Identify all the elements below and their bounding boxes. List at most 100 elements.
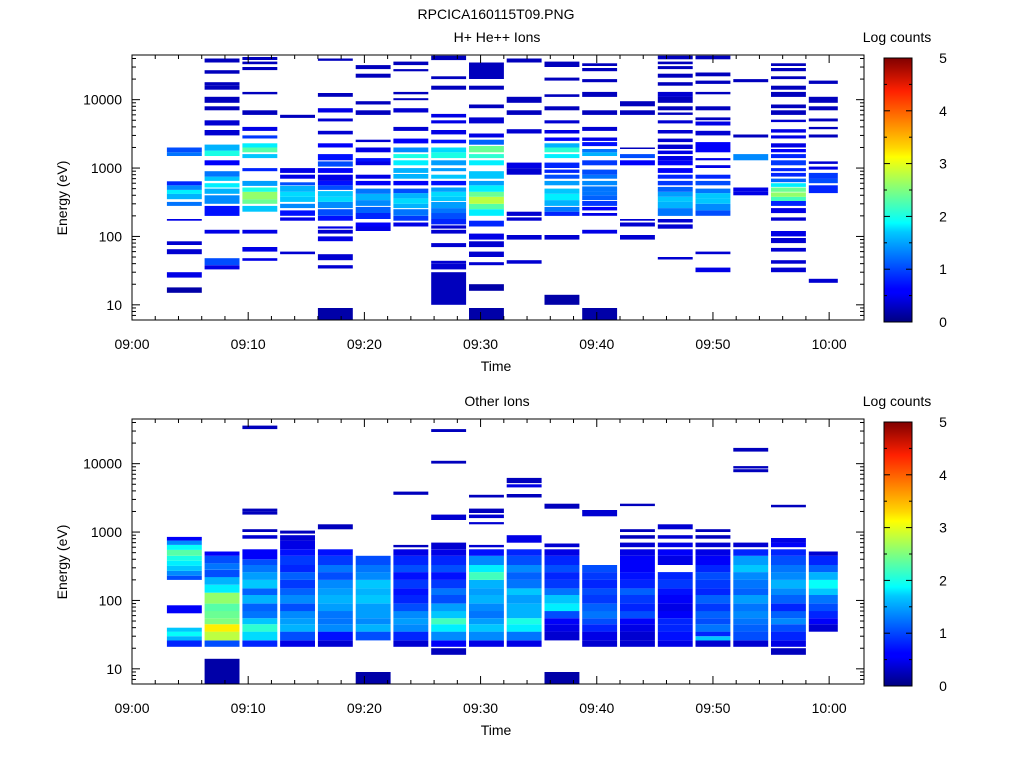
heatmap-cell — [204, 58, 240, 63]
heatmap-cell — [544, 200, 580, 206]
heatmap-cell — [506, 631, 542, 641]
heatmap-cell — [242, 205, 278, 212]
heatmap-cell — [469, 117, 504, 124]
heatmap-cell — [469, 595, 504, 604]
x-tick-label: 09:30 — [463, 336, 498, 352]
heatmap-cell — [431, 579, 467, 589]
heatmap-cell — [582, 180, 618, 186]
x-tick-label: 10:00 — [812, 336, 847, 352]
heatmap-cell — [657, 524, 693, 530]
heatmap-cell — [695, 555, 731, 565]
x-tick-label: 09:00 — [114, 336, 149, 352]
colorbar-tick-label: 4 — [939, 103, 947, 119]
heatmap-cell — [242, 199, 278, 204]
heatmap-cell — [280, 535, 315, 541]
heatmap-cell — [204, 618, 240, 625]
heatmap-cell — [695, 80, 731, 84]
heatmap-cell — [242, 91, 278, 95]
heatmap-cell — [544, 503, 580, 509]
heatmap-cell — [469, 160, 504, 166]
heatmap-cell — [204, 106, 240, 111]
heatmap-cell — [771, 104, 806, 109]
heatmap-cell — [242, 61, 278, 65]
heatmap-cell — [469, 62, 504, 68]
heatmap-cell — [393, 180, 429, 186]
heatmap-cell — [393, 215, 429, 221]
heatmap-cell — [544, 565, 580, 573]
heatmap-cell — [771, 504, 806, 508]
heatmap-cell — [657, 191, 693, 197]
heatmap-cell — [733, 187, 769, 192]
heatmap-cell — [657, 55, 693, 60]
heatmap-cell — [657, 160, 693, 166]
heatmap-cell — [582, 624, 618, 632]
heatmap-cell — [204, 611, 240, 619]
heatmap-cell — [620, 535, 655, 539]
plot-frame — [131, 54, 865, 321]
heatmap-cell — [469, 203, 504, 210]
heatmap-cell — [204, 577, 240, 585]
heatmap-cell — [771, 247, 806, 252]
heatmap-cell — [166, 636, 202, 641]
heatmap-cell — [506, 549, 542, 556]
heatmap-cell — [280, 555, 315, 565]
heatmap-cell — [620, 631, 655, 641]
heatmap-cell — [166, 540, 202, 545]
heatmap-cell — [620, 618, 655, 625]
heatmap-cell — [469, 146, 504, 153]
heatmap-cell — [204, 229, 240, 234]
heatmap-cell — [393, 603, 429, 612]
heatmap-cell — [657, 112, 693, 115]
heatmap-cell — [808, 106, 838, 111]
heatmap-cell — [657, 555, 693, 565]
heatmap-cell — [469, 508, 504, 513]
heatmap-cell — [657, 130, 693, 134]
heatmap-cell — [695, 603, 731, 612]
heatmap-cell — [355, 147, 391, 153]
heatmap-cell — [317, 624, 353, 632]
heatmap-cell — [657, 138, 693, 143]
heatmap-cell — [317, 265, 353, 269]
colorbar-tick-label: 4 — [939, 467, 947, 483]
heatmap-cell — [808, 603, 838, 612]
heatmap-cell — [582, 618, 618, 625]
heatmap-cell — [733, 565, 769, 573]
panel-title: Other Ions — [464, 393, 529, 409]
heatmap-cell — [280, 168, 315, 173]
heatmap-cell — [204, 258, 240, 266]
heatmap-cell — [506, 58, 542, 63]
heatmap-cell — [469, 139, 504, 145]
heatmap-cell — [242, 425, 278, 430]
heatmap-cell — [771, 110, 806, 115]
heatmap-cell — [582, 206, 618, 211]
heatmap-cell — [317, 180, 353, 186]
heatmap-cell — [355, 624, 391, 632]
heatmap-cell — [620, 154, 655, 159]
heatmap-cell — [620, 235, 655, 240]
heatmap-cell — [355, 595, 391, 604]
heatmap-cell — [431, 549, 467, 556]
heatmap-cell — [204, 160, 240, 166]
heatmap-cell — [469, 555, 504, 565]
heatmap-cell — [506, 96, 542, 103]
heatmap-cell — [544, 137, 580, 141]
x-tick-label: 09:10 — [231, 700, 266, 716]
x-axis: 09:00 09:10 09:20 09:30 09:40 09:50 10:00 — [114, 419, 847, 716]
heatmap-cell — [355, 110, 391, 115]
y-tick-label: 10000 — [83, 456, 122, 472]
heatmap-cell — [204, 592, 240, 604]
heatmap-cell — [733, 79, 769, 83]
heatmap-cell — [431, 191, 467, 197]
heatmap-cell — [695, 188, 731, 194]
heatmap-cell — [317, 174, 353, 181]
heatmap-cell — [808, 572, 838, 580]
heatmap-cell — [166, 201, 202, 206]
heatmap-cell — [242, 229, 278, 234]
heatmap-cell — [469, 549, 504, 556]
heatmap-cell — [280, 540, 315, 550]
heatmap-cell — [506, 595, 542, 604]
heatmap-cell — [355, 213, 391, 219]
heatmap-cell — [544, 61, 580, 67]
heatmap-cell — [393, 98, 429, 101]
heatmap-cell — [771, 267, 806, 273]
